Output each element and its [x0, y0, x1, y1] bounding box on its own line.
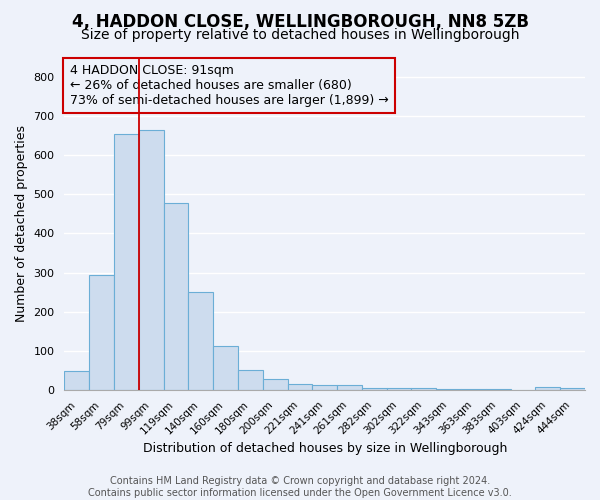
Text: 4, HADDON CLOSE, WELLINGBOROUGH, NN8 5ZB: 4, HADDON CLOSE, WELLINGBOROUGH, NN8 5ZB	[71, 12, 529, 30]
Bar	[386, 388, 412, 390]
Bar	[213, 346, 238, 390]
Text: Size of property relative to detached houses in Wellingborough: Size of property relative to detached ho…	[81, 28, 519, 42]
Text: 4 HADDON CLOSE: 91sqm
← 26% of detached houses are smaller (680)
73% of semi-det: 4 HADDON CLOSE: 91sqm ← 26% of detached …	[70, 64, 388, 107]
Bar	[486, 389, 511, 390]
Bar	[412, 388, 436, 390]
Bar	[461, 389, 486, 390]
Y-axis label: Number of detached properties: Number of detached properties	[15, 125, 28, 322]
Bar	[139, 130, 164, 390]
Bar	[560, 388, 585, 390]
Bar	[362, 388, 386, 390]
Bar	[337, 385, 362, 390]
Bar	[89, 274, 114, 390]
Bar	[313, 385, 337, 390]
Bar	[64, 371, 89, 390]
Bar	[287, 384, 313, 390]
Bar	[114, 134, 139, 390]
Text: Contains HM Land Registry data © Crown copyright and database right 2024.
Contai: Contains HM Land Registry data © Crown c…	[88, 476, 512, 498]
Bar	[436, 389, 461, 390]
X-axis label: Distribution of detached houses by size in Wellingborough: Distribution of detached houses by size …	[143, 442, 507, 455]
Bar	[188, 292, 213, 390]
Bar	[535, 386, 560, 390]
Bar	[164, 203, 188, 390]
Bar	[263, 380, 287, 390]
Bar	[238, 370, 263, 390]
